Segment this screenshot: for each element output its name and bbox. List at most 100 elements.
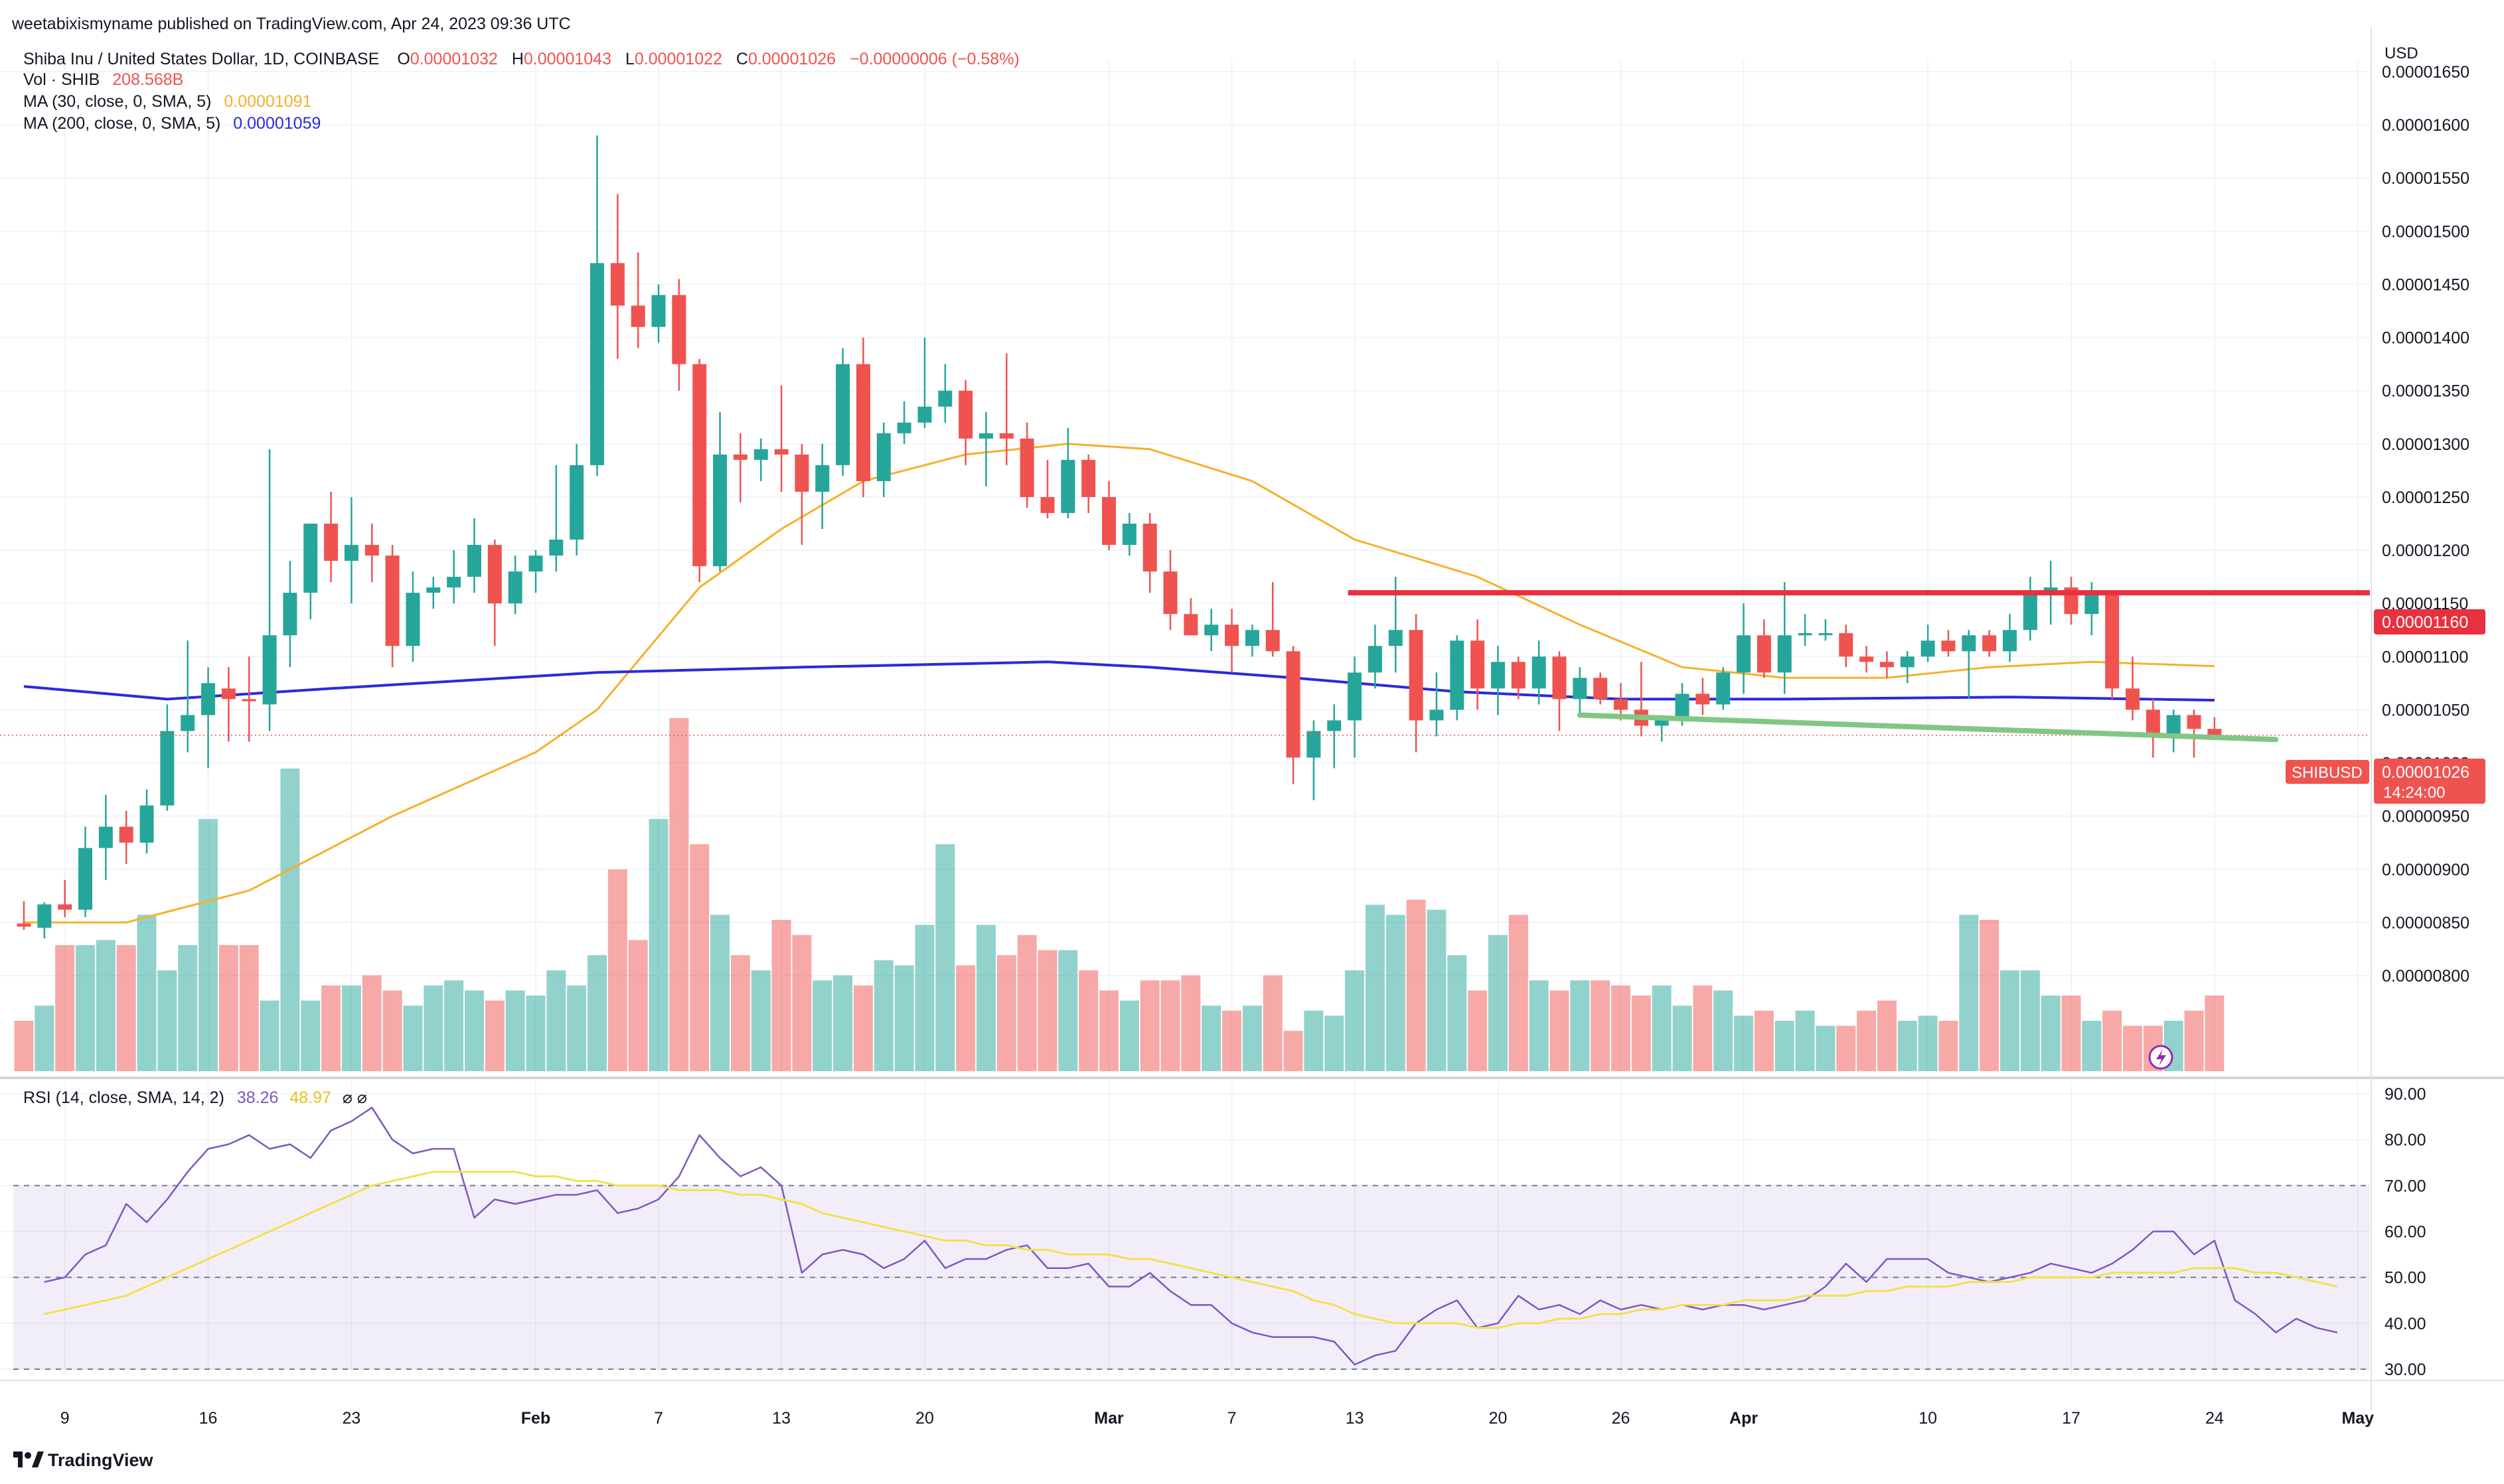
candle-body	[1184, 614, 1198, 636]
candle	[1920, 625, 1935, 662]
volume-bar	[1836, 1025, 1856, 1071]
ohlc-high-key: H	[512, 50, 524, 68]
candle-body	[1102, 496, 1117, 546]
volume-legend[interactable]: Vol · SHIB 208.568B	[23, 70, 183, 89]
candle-body	[1593, 678, 1608, 700]
candle	[672, 279, 686, 391]
candle	[17, 901, 31, 930]
ma30-legend[interactable]: MA (30, close, 0, SMA, 5) 0.00001091	[23, 92, 311, 111]
candle-body	[713, 454, 728, 567]
volume-bar	[96, 940, 116, 1071]
candle	[1225, 609, 1239, 673]
price-axis[interactable]: 0.00001650 0.00001600 0.00001550 0.00001500…	[2382, 63, 2469, 986]
date-tick-label: 20	[1489, 1409, 1508, 1428]
candle	[406, 571, 420, 662]
candle-body	[1941, 640, 1956, 652]
volume-bar	[1857, 1010, 1877, 1071]
candle	[897, 401, 911, 444]
candlesticks	[17, 135, 2222, 938]
date-tick-label: 13	[1346, 1409, 1364, 1428]
date-tick-label: 23	[343, 1409, 361, 1428]
candle-body	[364, 545, 379, 556]
candle-body	[959, 390, 973, 439]
candle-body	[181, 715, 195, 731]
volume-bar	[792, 934, 812, 1071]
rsi-grid	[0, 1082, 2370, 1375]
volume-bar	[1119, 1000, 1139, 1071]
moving-averages	[23, 443, 2215, 924]
trendlines[interactable]	[0, 590, 2370, 743]
date-axis[interactable]: 9 16 23 Feb 7 13 20 Mar 7 13 20 26 Apr 10 17 24 May	[60, 1409, 2374, 1428]
volume-bar	[1324, 1015, 1344, 1071]
candle-body	[1286, 651, 1300, 758]
volume-bar	[1017, 934, 1037, 1071]
candle-body	[1081, 459, 1096, 497]
candle-body	[1839, 633, 1853, 657]
ma30-value: 0.00001091	[224, 92, 311, 111]
volume-bar	[485, 1000, 505, 1071]
candle	[1245, 625, 1259, 657]
volume-bar	[1631, 996, 1651, 1071]
ohlc-low-key: L	[625, 50, 635, 68]
volume-bar	[935, 844, 955, 1071]
candle-body	[262, 635, 277, 705]
volume-bar	[833, 975, 853, 1071]
candle-body	[1859, 656, 1874, 662]
volume-bar	[526, 996, 546, 1071]
candle-body	[1777, 635, 1792, 673]
volume-bar	[1058, 950, 1078, 1071]
symbol-tag-box	[2286, 760, 2369, 784]
candle	[364, 524, 379, 583]
volume-bar	[1508, 915, 1528, 1071]
candle-body	[1061, 459, 1075, 513]
volume-bar	[628, 940, 648, 1071]
volume-bar	[1734, 1015, 1754, 1071]
candle	[631, 252, 645, 348]
lightning-icon[interactable]	[2148, 1045, 2173, 1070]
candle	[2023, 577, 2037, 641]
volume-value: 208.568B	[112, 70, 183, 89]
ohlc-open-value: 0.00001032	[410, 50, 498, 68]
candle	[1962, 630, 1976, 700]
candle-body	[774, 449, 789, 455]
volume-bar	[1263, 975, 1283, 1071]
candle	[1470, 619, 1485, 710]
volume-bar	[321, 985, 341, 1071]
volume-bar	[874, 960, 894, 1071]
volume-bar	[116, 945, 136, 1071]
volume-bar	[1549, 990, 1569, 1071]
candle	[917, 337, 932, 428]
candle-body	[1511, 662, 1526, 689]
candle	[1122, 512, 1136, 556]
symbol-tag-text: SHIBUSD	[2292, 764, 2363, 782]
volume-bar	[1099, 990, 1119, 1071]
volume-bar	[1468, 990, 1488, 1071]
candle-body	[938, 390, 953, 407]
date-tick-label: 7	[654, 1409, 663, 1428]
date-tick-label: 26	[1612, 1409, 1630, 1428]
candle	[2126, 656, 2140, 721]
rsi-axis[interactable]: 90.00 80.00 70.00 60.00 50.00 40.00 30.00	[2385, 1085, 2426, 1379]
candle	[1941, 630, 1956, 657]
price-tick-label: 0.00001650	[2382, 63, 2469, 82]
rsi-ma-line	[44, 1171, 2338, 1329]
candle-body	[119, 826, 133, 843]
candle-body	[78, 848, 93, 910]
rsi-tick-label: 30.00	[2385, 1361, 2426, 1379]
price-tick-label: 0.00001600	[2382, 116, 2469, 135]
candle	[2064, 577, 2078, 625]
last-tag-box	[2374, 759, 2485, 804]
symbol-legend[interactable]: Shiba Inu / United States Dollar, 1D, CO…	[23, 50, 1020, 68]
date-tick-label: 7	[1227, 1409, 1237, 1428]
volume-bar	[1160, 980, 1180, 1071]
candle	[78, 826, 93, 917]
candle-body	[201, 683, 216, 715]
candle-body	[692, 364, 707, 567]
ma200-legend[interactable]: MA (200, close, 0, SMA, 5) 0.00001059	[23, 114, 321, 133]
candle-body	[1368, 646, 1382, 673]
rsi-legend[interactable]: RSI (14, close, SMA, 14, 2) 38.26 48.97 …	[23, 1088, 367, 1107]
candle-body	[2126, 688, 2140, 710]
candle	[570, 443, 584, 556]
price-tick-label: 0.00000800	[2382, 967, 2469, 986]
